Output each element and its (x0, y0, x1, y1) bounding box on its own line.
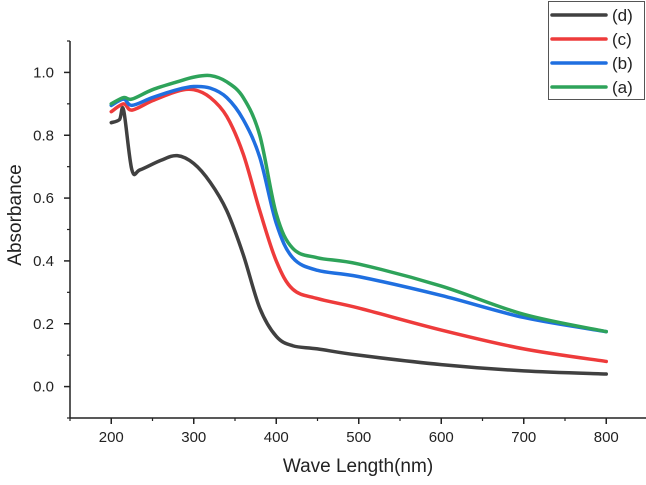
y-axis-label: Absorbance (5, 164, 26, 265)
y-tick-label: 0.6 (33, 190, 54, 207)
y-tick-label: 0.4 (33, 253, 54, 270)
legend-label: (a) (612, 78, 633, 97)
series-line-a (109, 73, 608, 334)
x-axis-label: Wave Length(nm) (283, 456, 433, 477)
y-tick-label: 1.0 (33, 64, 54, 81)
series-line-d (109, 106, 608, 376)
x-tick-label: 800 (594, 429, 619, 446)
x-tick-label: 300 (181, 429, 206, 446)
x-tick-label: 200 (99, 429, 124, 446)
y-tick-label: 0.2 (33, 316, 54, 333)
x-tick-label: 600 (429, 429, 454, 446)
x-tick-label: 500 (346, 429, 371, 446)
x-tick-label: 400 (264, 429, 289, 446)
legend-box (548, 1, 645, 100)
series-line-c (109, 87, 608, 364)
legend: (d) (c) (b) (a) (548, 1, 645, 100)
y-tick-label: 0.0 (33, 379, 54, 396)
series-line-b (109, 84, 608, 334)
legend-label: (d) (612, 6, 633, 25)
legend-label: (b) (612, 54, 633, 73)
legend-label: (c) (612, 30, 632, 49)
y-tick-label: 0.8 (33, 127, 54, 144)
x-tick-label: 700 (511, 429, 536, 446)
